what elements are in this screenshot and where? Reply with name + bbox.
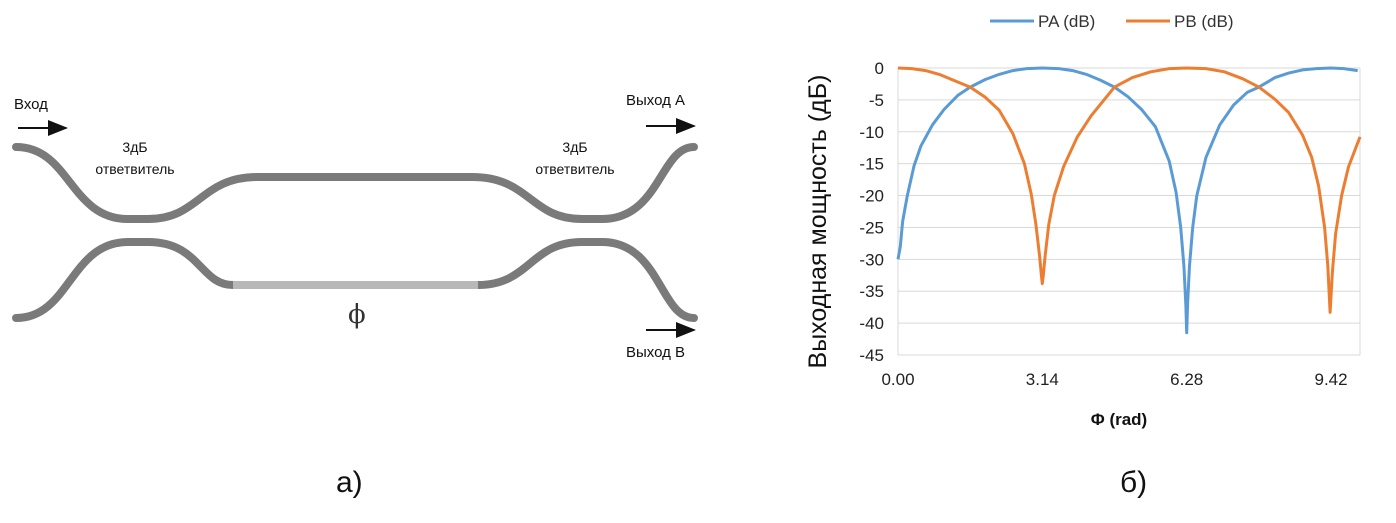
y-axis-label: Выходная мощность (дБ) — [804, 75, 832, 369]
y-tick-label: -15 — [859, 155, 884, 174]
phase-symbol: ϕ — [348, 300, 366, 330]
y-tick-label: -5 — [869, 91, 884, 110]
left-coupler-line-1: 3дБ — [122, 139, 148, 155]
mzi-diagram: Вход Выход A Выход B 3дБ ответвитель 3дБ… — [0, 0, 720, 440]
y-tick-label: -30 — [859, 250, 884, 269]
lower-waveguide — [12, 238, 698, 322]
right-coupler-line-1: 3дБ — [562, 139, 588, 155]
left-coupler-line-2: ответвитель — [95, 161, 175, 177]
legend-label: PB (dB) — [1174, 12, 1234, 31]
output-b-label: Выход B — [626, 344, 686, 361]
panel-a-label: а) — [336, 466, 363, 499]
chart-svg: 0 -5 -10 -15 -20 -25 -30 -35 -40 -45 0.00 3.14 6.28 9… — [804, 12, 1362, 429]
y-tick-label: -20 — [859, 187, 884, 206]
input-label: Вход — [14, 96, 48, 113]
y-tick-label: -25 — [859, 218, 884, 237]
left-coupler-label: 3дБ ответвитель — [70, 136, 200, 180]
legend-label: PA (dB) — [1038, 12, 1095, 31]
y-tick-label: -45 — [859, 346, 884, 365]
x-tick-label: 9.42 — [1314, 370, 1347, 389]
legend-layer: PA (dB) PB (dB) — [990, 12, 1234, 31]
grid-layer — [897, 67, 1361, 356]
upper-waveguide — [12, 143, 698, 223]
y-tick-label: 0 — [875, 59, 884, 78]
series-line-pb — [897, 66, 1362, 314]
x-tick-label: 0.00 — [881, 370, 914, 389]
panel-b-label: б) — [1120, 466, 1148, 499]
series-layer — [896, 66, 1362, 335]
x-tick-label: 3.14 — [1026, 370, 1059, 389]
y-tick-label: -40 — [859, 314, 884, 333]
right-coupler-label: 3дБ ответвитель — [510, 136, 640, 180]
waveguide-drawing — [12, 118, 698, 338]
y-tick-label: -35 — [859, 282, 884, 301]
output-power-chart: 0 -5 -10 -15 -20 -25 -30 -35 -40 -45 0.00 3.14 6.28 9… — [780, 0, 1396, 440]
y-tick-label: -10 — [859, 123, 884, 142]
x-tick-label: 6.28 — [1170, 370, 1203, 389]
series-line-pa — [896, 66, 1358, 335]
x-axis-label: Φ (rad) — [1091, 410, 1147, 429]
output-a-label: Выход A — [626, 92, 686, 109]
axis-layer: 0 -5 -10 -15 -20 -25 -30 -35 -40 -45 0.00 3.14 6.28 9… — [859, 59, 1347, 389]
right-coupler-line-2: ответвитель — [535, 161, 615, 177]
